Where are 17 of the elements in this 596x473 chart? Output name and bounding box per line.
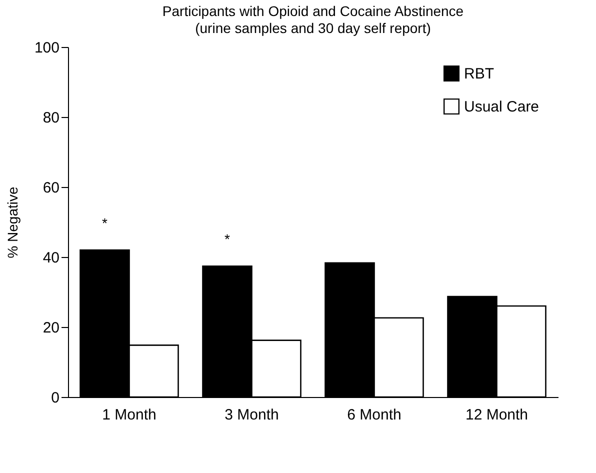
annotation: * xyxy=(102,215,108,231)
y-tick-label: 80 xyxy=(42,110,60,126)
chart-title: Participants with Opioid and Cocaine Abstinence xyxy=(162,3,464,19)
y-tick-label: 40 xyxy=(42,250,60,266)
legend-label: RBT xyxy=(464,66,494,82)
y-tick-label: 20 xyxy=(42,320,60,336)
y-tick-label: 100 xyxy=(34,40,60,56)
x-tick-label: 6 Month xyxy=(347,406,402,424)
y-axis-title: % Negative xyxy=(4,186,20,258)
x-tick-label: 12 Month xyxy=(465,406,528,424)
x-tick-label: 1 Month xyxy=(102,406,156,424)
chart-subtitle: (urine samples and 30 day self report) xyxy=(195,20,431,36)
y-tick-label: 0 xyxy=(51,390,60,406)
x-tick-label: 3 Month xyxy=(224,406,279,424)
annotation: * xyxy=(224,231,231,248)
legend-label: Usual Care xyxy=(464,98,540,116)
y-tick-label: 60 xyxy=(42,180,60,196)
